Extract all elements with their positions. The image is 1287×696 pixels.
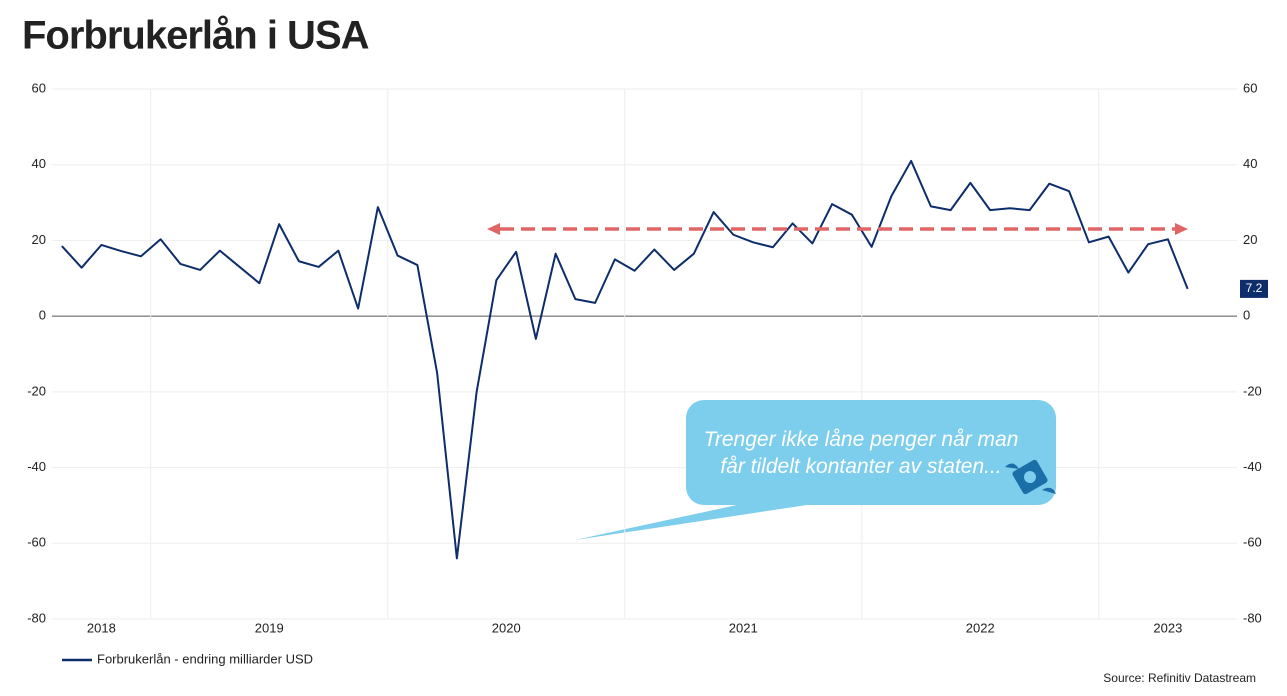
y2-tick-label: -60: [1243, 535, 1262, 550]
line: [61, 159, 1189, 560]
money-icon: [1005, 459, 1056, 495]
y2-tick-label: -20: [1243, 383, 1262, 398]
chart-title: Forbrukerlån i USA: [22, 14, 369, 58]
y-tick-label: 60: [32, 80, 46, 95]
y2-tick-label: 60: [1243, 80, 1257, 95]
y2-tick-label: 20: [1243, 232, 1257, 247]
y-tick-label: -40: [27, 459, 46, 474]
legend-label: Forbrukerlån - endring milliarder USD: [97, 651, 313, 666]
y-tick-label: 0: [39, 308, 46, 323]
arrow-head: [487, 223, 500, 235]
x-tick-label: 2019: [255, 620, 284, 635]
bubble-tail: [575, 500, 840, 540]
y-tick-label: 20: [32, 232, 46, 247]
last-value-label: 7.2: [1246, 281, 1263, 295]
annotation: Trenger ikke låne penger når man får til…: [686, 400, 1056, 505]
x-tick-label: 2020: [492, 620, 521, 635]
y-tick-label: -60: [27, 535, 46, 550]
x-tick-label: 2021: [729, 620, 758, 635]
source: Source: Refinitiv Datastream: [1103, 671, 1256, 685]
y2-tick-label: -40: [1243, 459, 1262, 474]
y-tick-label: -20: [27, 383, 46, 398]
y2-tick-label: 40: [1243, 156, 1257, 171]
x-tick-label: 2018: [87, 620, 116, 635]
last-value-box: [1240, 279, 1268, 298]
annotation-text: Trenger ikke låne penger når man får til…: [703, 428, 1019, 479]
arrow-head: [1175, 223, 1188, 235]
y-tick-label: -80: [27, 610, 46, 625]
y2-tick-label: 0: [1243, 308, 1250, 323]
y2-tick-label: -80: [1243, 610, 1262, 625]
y-tick-label: 40: [32, 156, 46, 171]
x-tick-label: 2022: [966, 620, 995, 635]
x-tick-label: 2023: [1153, 620, 1182, 635]
